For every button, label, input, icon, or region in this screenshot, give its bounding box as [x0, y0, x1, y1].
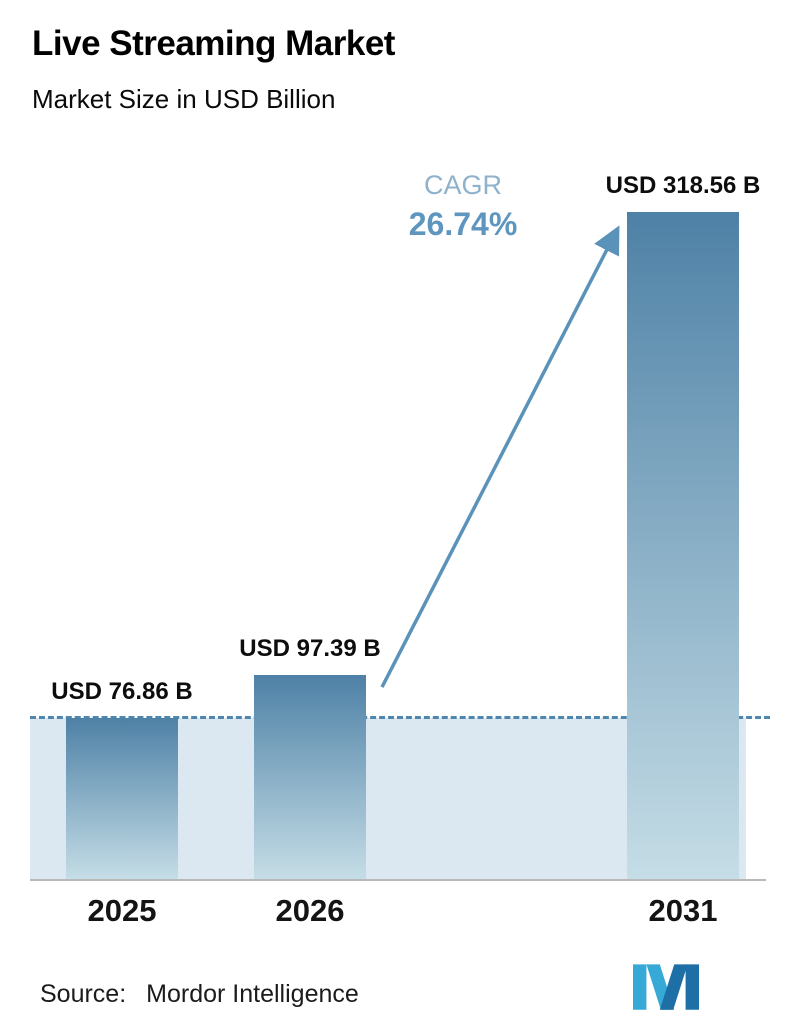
x-axis-line [30, 879, 766, 881]
chart-title: Live Streaming Market [32, 24, 395, 63]
bar-value-label: USD 97.39 B [239, 635, 381, 663]
mordor-intelligence-logo [633, 964, 699, 1010]
cagr-label: CAGR [423, 170, 502, 200]
chart-subtitle: Market Size in USD Billion [32, 84, 336, 114]
bar-2025 [66, 718, 178, 879]
source-label: Source: [40, 980, 127, 1008]
source-footer: Source: Mordor Intelligence [40, 980, 359, 1009]
x-axis-label: 2031 [648, 893, 718, 928]
source-value: Mordor Intelligence [146, 980, 359, 1008]
bar-2026 [254, 675, 366, 879]
cagr-annotation: CAGR 26.74% [395, 170, 531, 243]
bar-2031 [627, 212, 739, 879]
bar-value-label: USD 318.56 B [605, 172, 761, 199]
reference-dashed-line [30, 716, 770, 720]
x-axis-label: 2026 [275, 893, 345, 928]
x-axis-label: 2025 [87, 893, 157, 928]
bar-value-label: USD 76.86 B [51, 678, 193, 706]
cagr-value: 26.74% [408, 206, 518, 242]
